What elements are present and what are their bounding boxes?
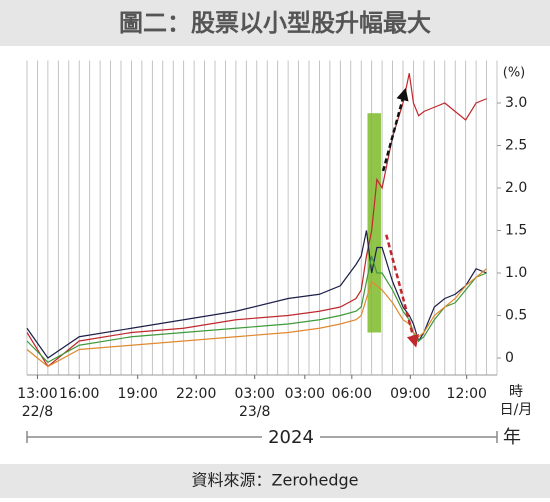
highlight-box bbox=[367, 113, 382, 333]
y-tick-label: 0.5 bbox=[505, 308, 527, 324]
y-tick-label: 2.5 bbox=[505, 138, 527, 154]
x-tick-label: 12:00 bbox=[447, 386, 487, 402]
y-tick-label: 3.0 bbox=[505, 95, 527, 111]
y-tick-label: 1.0 bbox=[505, 265, 527, 281]
date-tick-label: 22/8 bbox=[22, 404, 53, 420]
y-unit: (%) bbox=[503, 66, 526, 81]
y-tick-label: 0 bbox=[505, 350, 514, 366]
x-tick-label: 16:00 bbox=[59, 386, 99, 402]
series-line bbox=[26, 255, 487, 363]
chart-title: 圖二：股票以小型股升幅最大 bbox=[119, 9, 431, 37]
x-tick-label: 03:00 bbox=[235, 386, 275, 402]
y-tick-label: 2.0 bbox=[505, 180, 527, 196]
trend-arrow bbox=[381, 87, 409, 172]
year: 2024 bbox=[268, 427, 314, 448]
year-bg bbox=[262, 426, 320, 448]
trend-arrow bbox=[385, 234, 420, 348]
year-unit: 年 bbox=[503, 427, 521, 448]
source: 資料來源：Zerohedge bbox=[192, 471, 359, 490]
x-unit: 時 bbox=[509, 384, 523, 400]
x-tick-label: 22:00 bbox=[176, 386, 216, 402]
series-line bbox=[26, 230, 487, 359]
series-line bbox=[26, 268, 487, 368]
y-tick-label: 1.5 bbox=[505, 223, 527, 239]
source-banner bbox=[0, 464, 550, 498]
date-tick-label: 23/8 bbox=[239, 404, 270, 420]
series-line bbox=[26, 73, 487, 368]
x-tick-label: 19:00 bbox=[118, 386, 158, 402]
date-unit: 日/月 bbox=[500, 402, 533, 418]
title-banner bbox=[0, 0, 550, 46]
x-tick-label: 13:00 bbox=[17, 386, 57, 402]
x-tick-label: 09:00 bbox=[390, 386, 430, 402]
x-tick-label: 03:00 bbox=[285, 386, 325, 402]
x-tick-label: 06:00 bbox=[332, 386, 372, 402]
